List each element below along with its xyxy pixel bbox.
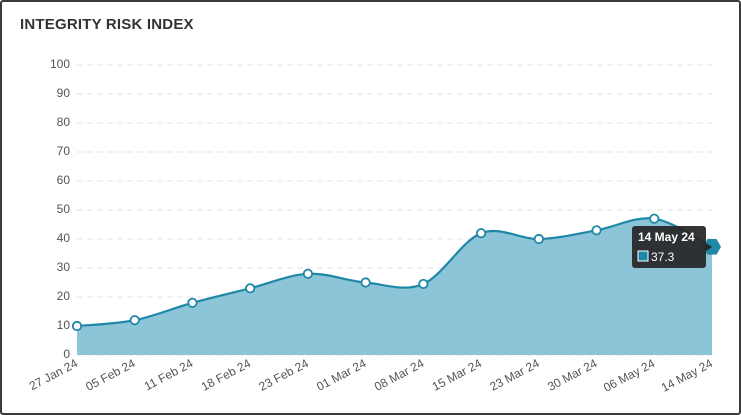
y-tick-label: 70 [57, 144, 71, 158]
area [77, 218, 712, 355]
tooltip-arrow [706, 243, 712, 251]
x-tick-label: 23 Mar 24 [487, 356, 542, 394]
tooltip-title: 14 May 24 [638, 230, 695, 244]
point [418, 278, 429, 290]
point [591, 225, 602, 236]
y-tick-label: 50 [57, 202, 71, 216]
x-tick-label: 11 Feb 24 [142, 356, 196, 393]
y-tick-label: 40 [57, 231, 71, 245]
y-tick-label: 90 [57, 86, 71, 100]
y-tick-label: 100 [50, 57, 70, 71]
point [187, 297, 198, 308]
x-tick-label: 01 Mar 24 [314, 356, 369, 394]
point [302, 268, 314, 279]
point [129, 315, 140, 326]
point [245, 283, 256, 294]
tooltip-swatch [637, 250, 649, 262]
point [71, 320, 83, 332]
x-tick-label: 08 Mar 24 [372, 356, 427, 394]
y-tick-label: 10 [57, 318, 71, 332]
x-tick-label: 14 May 24 [659, 356, 715, 395]
point [475, 228, 487, 239]
x-tick-label: 15 Mar 24 [430, 356, 485, 394]
x-tick-label: 30 Mar 24 [545, 356, 600, 394]
point [533, 233, 544, 245]
point [360, 277, 371, 288]
tooltip-value: 37.3 [651, 250, 675, 264]
chart-title: INTEGRITY RISK INDEX [20, 16, 194, 33]
x-tick-label: 27 Jan 24 [27, 356, 80, 393]
point-highlight [703, 239, 721, 255]
y-tick-label: 60 [57, 173, 71, 187]
tooltip [632, 226, 706, 268]
x-tick-label: 18 Feb 24 [199, 356, 254, 394]
x-tick-label: 23 Feb 24 [257, 356, 312, 394]
y-tick-label: 20 [57, 289, 71, 303]
y-tick-label: 0 [63, 347, 70, 361]
y-tick-label: 80 [57, 115, 71, 129]
x-tick-label: 05 Feb 24 [83, 356, 138, 394]
point [649, 213, 660, 224]
y-tick-label: 30 [57, 260, 71, 274]
x-tick-label: 06 May 24 [601, 356, 657, 395]
